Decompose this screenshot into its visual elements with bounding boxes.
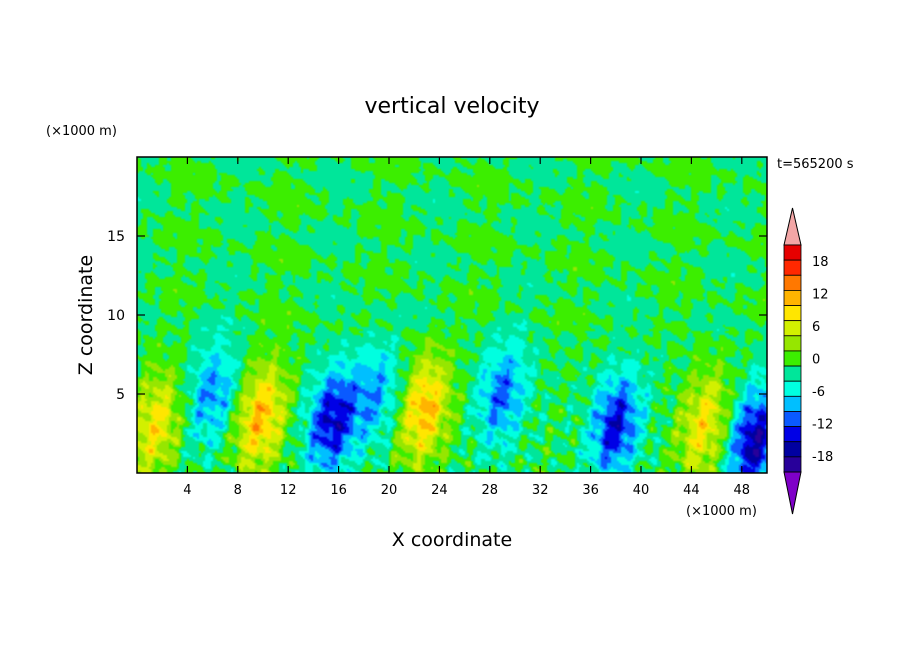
x-tick-label: 40: [633, 483, 650, 498]
colorbar-label: -18: [812, 450, 833, 465]
y-tick-label: 10: [107, 308, 125, 324]
x-axis: 4 8 12 16 20 24 28 32 36 40 44 48: [183, 157, 750, 498]
time-label: t=565200 s: [777, 157, 854, 172]
colorbar-band: [783, 426, 802, 443]
colorbar-label: 18: [812, 255, 829, 270]
colorbar-band: [783, 365, 802, 382]
colorbar-band: [783, 289, 802, 306]
colorbar-band: [783, 305, 802, 322]
colorbar-label: -6: [812, 385, 825, 400]
colorbar-band: [783, 456, 802, 473]
x-tick-label: 44: [683, 483, 700, 498]
colorbar-band: [783, 395, 802, 412]
x-tick-label: 48: [734, 483, 751, 498]
y-unit-label: (×1000 m): [46, 124, 117, 139]
colorbar-extend-max: [783, 207, 802, 246]
colorbar-band: [783, 274, 802, 291]
x-axis-label: X coordinate: [392, 529, 512, 551]
x-tick-label: 36: [582, 483, 599, 498]
colorbar-label: 0: [812, 353, 820, 368]
colorbar-extend-min: [783, 471, 802, 515]
x-unit-label: (×1000 m): [686, 504, 757, 519]
colorbar-band: [783, 259, 802, 276]
x-tick-label: 8: [234, 483, 242, 498]
colorbar-band: [783, 335, 802, 352]
y-axis-label: Z coordinate: [75, 255, 97, 375]
x-tick-label: 16: [330, 483, 347, 498]
colorbar-band: [783, 441, 802, 458]
y-tick-label: 15: [107, 229, 125, 245]
colorbar-band: [783, 380, 802, 397]
colorbar-label: 6: [812, 320, 820, 335]
x-tick-label: 20: [381, 483, 398, 498]
colorbar-band: [783, 411, 802, 428]
colorbar-band: [783, 320, 802, 337]
colorbar: 18 12 6 0 -6 -12 -18: [783, 207, 833, 515]
colorbar-band: [783, 350, 802, 367]
x-tick-label: 12: [280, 483, 297, 498]
x-tick-label: 28: [482, 483, 499, 498]
plot-area: [136, 156, 768, 474]
y-tick-label: 5: [116, 387, 125, 403]
colorbar-label: -12: [812, 417, 833, 432]
y-axis: 5 10 15: [107, 229, 767, 403]
chart-title: vertical velocity: [364, 94, 539, 119]
x-tick-label: 4: [183, 483, 191, 498]
colorbar-band: [783, 244, 802, 261]
x-tick-label: 24: [431, 483, 448, 498]
colorbar-label: 12: [812, 288, 829, 303]
velocity-field: [137, 157, 767, 473]
x-tick-label: 32: [532, 483, 549, 498]
